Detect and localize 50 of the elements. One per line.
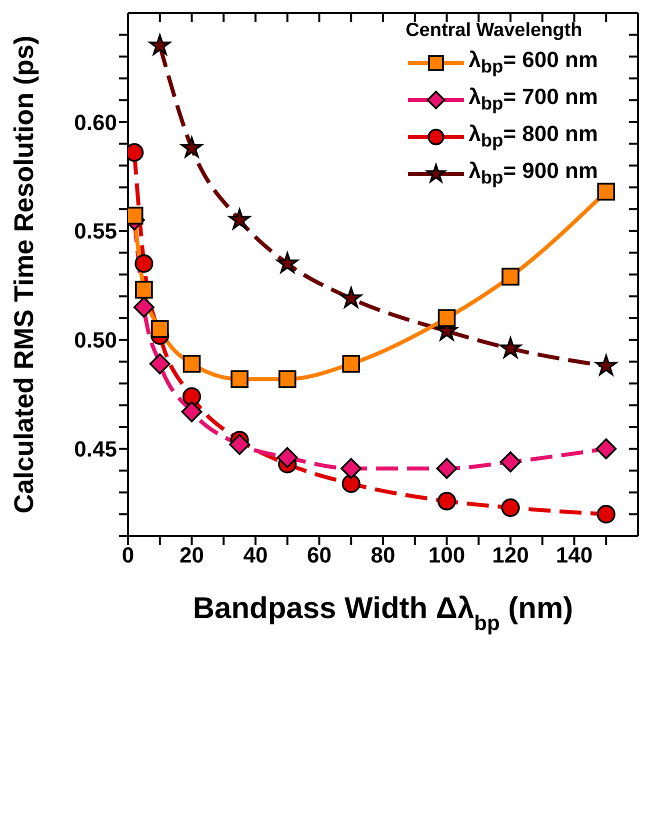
legend-label: λ$_{bp}$= 700 nm (468, 84, 598, 115)
point (437, 492, 456, 510)
point (181, 401, 202, 422)
x-tick-label: 20 (180, 542, 204, 568)
point (180, 136, 203, 158)
point (500, 337, 522, 358)
point (502, 268, 520, 286)
x-tick-label: 80 (370, 542, 396, 568)
point (135, 280, 153, 299)
point (501, 498, 520, 517)
point (149, 34, 171, 55)
x-tick-label: 60 (307, 542, 332, 568)
legend-label: λ$_{bp}$= 900 nm (468, 158, 598, 189)
point (340, 458, 362, 479)
point (182, 387, 202, 406)
legend-label: λ$_{bp}$= 600 nm (468, 47, 598, 78)
x-tick-label: 0 (122, 542, 134, 568)
point (342, 354, 360, 373)
point (276, 447, 298, 468)
point (150, 320, 169, 338)
point (276, 252, 298, 273)
x-tick-label: 140 (556, 542, 593, 568)
point (182, 354, 201, 373)
legend-title: Central Wavelength (406, 20, 584, 42)
point (133, 296, 154, 318)
point (229, 434, 250, 455)
x-tick-label: 100 (428, 542, 466, 568)
point (149, 353, 170, 374)
x-tick-label: 120 (492, 542, 529, 568)
point (134, 254, 154, 273)
point (230, 370, 248, 388)
point (342, 474, 360, 493)
point (436, 458, 458, 479)
x-tick-label: 40 (243, 542, 268, 568)
point (340, 287, 362, 308)
point (500, 451, 521, 472)
x-axis-title: Bandpass Width Δλ$_{bp}$ (nm) (192, 592, 574, 634)
y-tick-label: 0.45 (74, 436, 117, 462)
point (596, 504, 616, 524)
point (438, 309, 456, 327)
point (595, 354, 617, 376)
y-tick-label: 0.55 (74, 218, 117, 244)
point (596, 438, 617, 460)
point (228, 208, 250, 230)
y-tick-label: 0.50 (74, 328, 117, 353)
point (597, 182, 616, 201)
point (278, 370, 296, 388)
y-axis-title: Calculated RMS Time Resolution (ps) (9, 35, 39, 514)
legend-label: λ$_{bp}$= 800 nm (468, 121, 598, 152)
y-tick-label: 0.60 (74, 110, 117, 135)
